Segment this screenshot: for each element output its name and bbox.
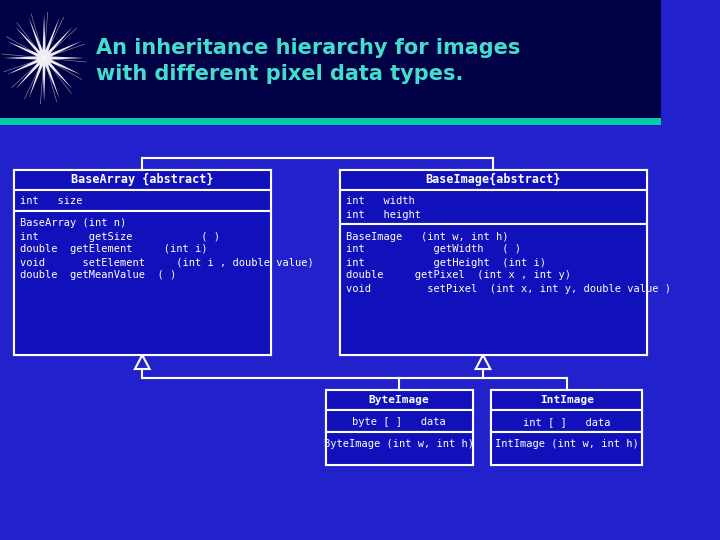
Text: int   width: int width	[346, 197, 415, 206]
Text: int   height: int height	[346, 210, 421, 219]
Text: BaseImage{abstract}: BaseImage{abstract}	[426, 173, 561, 186]
Bar	[491, 410, 642, 432]
Text: double  getMeanValue  ( ): double getMeanValue ( )	[20, 271, 176, 280]
Text: IntImage: IntImage	[540, 395, 594, 405]
Polygon shape	[476, 355, 490, 369]
Text: IntImage (int w, int h): IntImage (int w, int h)	[495, 439, 639, 449]
Text: int [ ]   data: int [ ] data	[523, 417, 611, 427]
Bar	[0, 118, 661, 125]
Bar	[340, 190, 647, 224]
Text: void         setPixel  (int x, int y, double value ): void setPixel (int x, int y, double valu…	[346, 284, 671, 294]
Bar	[491, 432, 642, 465]
Text: ByteImage: ByteImage	[369, 395, 430, 405]
Bar	[491, 390, 642, 410]
Bar	[326, 410, 472, 432]
Polygon shape	[4, 14, 84, 102]
Bar	[14, 211, 271, 355]
Bar	[340, 224, 647, 355]
Bar	[14, 190, 271, 211]
Text: ByteImage (int w, int h): ByteImage (int w, int h)	[324, 439, 474, 449]
Text: BaseImage   (int w, int h): BaseImage (int w, int h)	[346, 232, 508, 241]
Text: int        getSize           ( ): int getSize ( )	[20, 232, 220, 241]
Polygon shape	[135, 355, 150, 369]
Bar	[14, 170, 271, 355]
Text: An inheritance hierarchy for images: An inheritance hierarchy for images	[96, 38, 521, 58]
Bar	[340, 170, 647, 190]
Bar	[326, 390, 472, 465]
Text: byte [ ]   data: byte [ ] data	[352, 417, 446, 427]
Text: int           getWidth   ( ): int getWidth ( )	[346, 245, 521, 254]
Text: int           getHeight  (int i): int getHeight (int i)	[346, 258, 546, 267]
Text: with different pixel data types.: with different pixel data types.	[96, 64, 464, 84]
Bar	[14, 170, 271, 190]
Bar	[326, 432, 472, 465]
Bar	[0, 0, 661, 120]
Bar	[491, 390, 642, 465]
Text: double  getElement     (int i): double getElement (int i)	[20, 245, 207, 254]
Text: BaseArray {abstract}: BaseArray {abstract}	[71, 173, 214, 186]
Bar	[340, 170, 647, 355]
Bar	[326, 390, 472, 410]
Text: int   size: int size	[20, 197, 83, 206]
Text: double     getPixel  (int x , int y): double getPixel (int x , int y)	[346, 271, 571, 280]
Text: void      setElement     (int i , double value): void setElement (int i , double value)	[20, 258, 314, 267]
Text: BaseArray (int n): BaseArray (int n)	[20, 219, 127, 228]
